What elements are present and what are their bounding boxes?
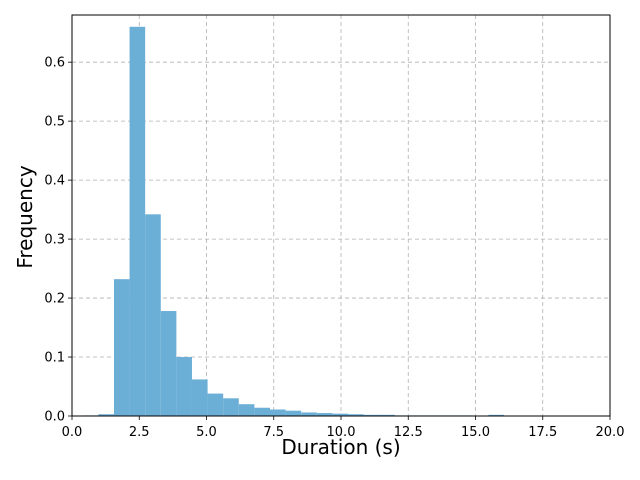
bar bbox=[176, 357, 192, 416]
bar bbox=[285, 410, 302, 416]
x-tick-label: 5.0 bbox=[196, 425, 217, 440]
bar bbox=[113, 279, 130, 416]
x-tick-label: 20.0 bbox=[596, 425, 625, 440]
bar bbox=[316, 413, 333, 416]
bar bbox=[238, 404, 255, 416]
y-tick-label: 0.3 bbox=[44, 233, 65, 248]
bar bbox=[129, 26, 146, 416]
y-tick-label: 0.4 bbox=[44, 174, 65, 189]
bar bbox=[145, 214, 161, 416]
bar bbox=[332, 413, 348, 416]
bar bbox=[223, 398, 239, 416]
y-tick-label: 0.2 bbox=[44, 292, 65, 307]
x-axis-label: Duration (s) bbox=[281, 435, 400, 459]
x-tick-label: 7.5 bbox=[263, 425, 284, 440]
bar bbox=[488, 414, 505, 416]
y-axis-label: Frequency bbox=[13, 165, 37, 268]
x-tick-label: 17.5 bbox=[528, 425, 557, 440]
bar bbox=[207, 393, 224, 416]
bar bbox=[191, 379, 208, 416]
x-tick-label: 12.5 bbox=[394, 425, 423, 440]
y-tick-label: 0.1 bbox=[44, 351, 65, 366]
bar bbox=[160, 311, 177, 416]
y-tick-label: 0.6 bbox=[44, 56, 65, 71]
axes-frame bbox=[71, 14, 611, 417]
bar bbox=[269, 409, 286, 416]
bar bbox=[363, 414, 380, 416]
bar bbox=[98, 414, 114, 416]
x-tick-label: 2.5 bbox=[129, 425, 150, 440]
bar bbox=[347, 414, 364, 416]
x-tick-label: 15.0 bbox=[461, 425, 490, 440]
x-tick-label: 10.0 bbox=[327, 425, 356, 440]
bar bbox=[379, 414, 395, 416]
bar bbox=[254, 407, 270, 416]
y-tick-label: 0.0 bbox=[44, 410, 65, 425]
bar bbox=[301, 412, 317, 416]
y-tick-label: 0.5 bbox=[44, 115, 65, 130]
x-tick-label: 0.0 bbox=[62, 425, 83, 440]
